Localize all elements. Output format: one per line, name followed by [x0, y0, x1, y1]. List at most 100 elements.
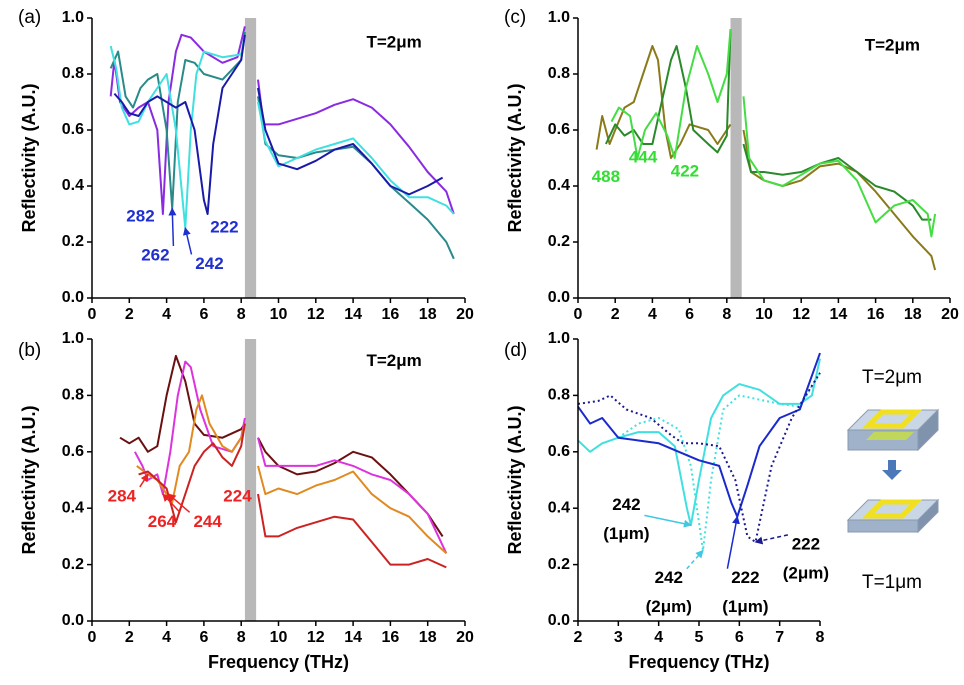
x-tick-label: 5 — [695, 629, 704, 646]
x-tick-label: 4 — [654, 629, 663, 646]
x-tick-label: 3 — [614, 629, 623, 646]
y-tick-label: 0.8 — [548, 387, 570, 404]
x-tick-label: 18 — [904, 306, 922, 323]
x-tick-label: 10 — [755, 306, 773, 323]
y-tick-label: 0.8 — [548, 65, 570, 82]
y-tick-label: 0.6 — [548, 443, 570, 460]
annotation-arrow — [167, 493, 191, 513]
annotation: 222 — [792, 534, 820, 553]
series-line — [109, 31, 455, 260]
slab-side — [917, 498, 939, 534]
x-tick-label: 16 — [867, 306, 885, 323]
y-tick-label: 0.0 — [548, 612, 570, 629]
x-tick-label: 6 — [735, 629, 744, 646]
annotation: 242 — [195, 254, 223, 273]
y-tick-label: 1.0 — [548, 330, 570, 347]
panel-label: (d) — [504, 340, 527, 361]
annotation: 488 — [592, 167, 620, 186]
y-axis-label: Reflectivity (A.U.) — [505, 405, 525, 554]
annotation: (2μm) — [783, 563, 829, 582]
y-tick-label: 1.0 — [548, 9, 570, 26]
slab-front — [847, 519, 919, 533]
x-tick-label: 18 — [419, 629, 437, 646]
annotation: 262 — [141, 245, 169, 264]
annotation-arrow — [139, 473, 149, 488]
y-tick-label: 1.0 — [62, 9, 84, 26]
slab-side — [917, 408, 939, 452]
x-tick-label: 2 — [125, 629, 134, 646]
panel-label: (c) — [504, 7, 526, 28]
x-tick-label: 4 — [648, 306, 657, 323]
y-tick-label: 0.8 — [62, 65, 84, 82]
ring — [861, 499, 923, 519]
x-tick-label: 2 — [611, 306, 620, 323]
x-tick-label: 20 — [456, 306, 474, 323]
y-tick-label: 0.2 — [62, 233, 84, 250]
annotation: 224 — [223, 486, 252, 505]
x-tick-label: 12 — [792, 306, 810, 323]
x-tick-label: 10 — [270, 306, 288, 323]
x-tick-label: 8 — [816, 629, 825, 646]
annotation: 242 — [655, 568, 683, 587]
annotation: (1μm) — [722, 597, 768, 616]
annotation-arrow — [686, 549, 704, 570]
panel: 0.0 0.2 0.4 0.6 0.8 1.0 0 2 4 6 8 10 12 14 16 18 20 (c) Re… — [504, 7, 959, 323]
x-tick-label: 8 — [237, 306, 246, 323]
x-tick-label: 12 — [307, 306, 325, 323]
annotation: (2μm) — [646, 597, 692, 616]
shaded-band — [244, 339, 257, 621]
annotation: T=2μm — [865, 35, 920, 54]
inset-diagram: T=2μm T=1μm — [846, 367, 940, 593]
y-tick-label: 0.2 — [548, 556, 570, 573]
x-tick-label: 6 — [685, 306, 694, 323]
x-tick-label: 4 — [162, 306, 171, 323]
x-tick-label: 6 — [199, 306, 208, 323]
shaded-band — [244, 18, 257, 298]
x-tick-label: 14 — [344, 629, 362, 646]
series-line — [109, 34, 455, 229]
x-tick-label: 12 — [307, 629, 325, 646]
annotation: 242 — [612, 495, 640, 514]
x-tick-label: 7 — [775, 629, 784, 646]
y-tick-label: 0.6 — [62, 121, 84, 138]
x-tick-label: 8 — [722, 306, 731, 323]
y-axis-label: Reflectivity (A.U.) — [19, 405, 39, 554]
inset-label: T=2μm — [862, 367, 922, 388]
annotation: T=2μm — [366, 33, 421, 52]
series-line — [109, 26, 455, 215]
annotation-arrow — [644, 514, 692, 528]
x-tick-label: 10 — [270, 629, 288, 646]
series-line — [577, 372, 821, 543]
x-tick-label: 20 — [941, 306, 959, 323]
inset-label: T=1μm — [862, 572, 922, 593]
annotation: 244 — [193, 512, 222, 531]
series-line — [610, 29, 937, 238]
series-line — [604, 29, 932, 221]
annotation-arrow — [168, 207, 177, 247]
panel: 0.0 0.2 0.4 0.6 0.8 1.0 2 3 4 5 6 7 8 (d) Reflectivity… — [504, 330, 829, 672]
x-tick-label: 16 — [382, 306, 400, 323]
x-tick-label: 4 — [162, 629, 171, 646]
x-tick-label: 2 — [125, 306, 134, 323]
annotation: 422 — [671, 161, 699, 180]
y-axis-label: Reflectivity (A.U.) — [505, 83, 525, 232]
x-tick-label: 2 — [574, 629, 583, 646]
y-tick-label: 0.4 — [548, 177, 570, 194]
y-tick-label: 0.8 — [62, 387, 84, 404]
series-line — [113, 34, 444, 215]
panel-label: (b) — [18, 340, 41, 361]
annotation-arrow — [182, 227, 193, 255]
annotation: 222 — [731, 568, 759, 587]
annotation: 444 — [629, 147, 658, 166]
annotation: T=2μm — [366, 351, 421, 370]
panel: 0.0 0.2 0.4 0.6 0.8 1.0 0 2 4 6 8 10 12 14 16 18 20 (b) Re… — [18, 330, 474, 672]
y-tick-label: 0.2 — [548, 233, 570, 250]
x-tick-label: 0 — [574, 306, 583, 323]
x-tick-label: 14 — [344, 306, 362, 323]
panel: 0.0 0.2 0.4 0.6 0.8 1.0 0 2 4 6 8 10 12 14 16 18 20 (a) Re… — [18, 7, 474, 323]
y-tick-label: 0.4 — [62, 177, 84, 194]
annotation-arrow — [754, 534, 789, 545]
ring — [861, 409, 923, 429]
annotation: 264 — [148, 512, 177, 531]
